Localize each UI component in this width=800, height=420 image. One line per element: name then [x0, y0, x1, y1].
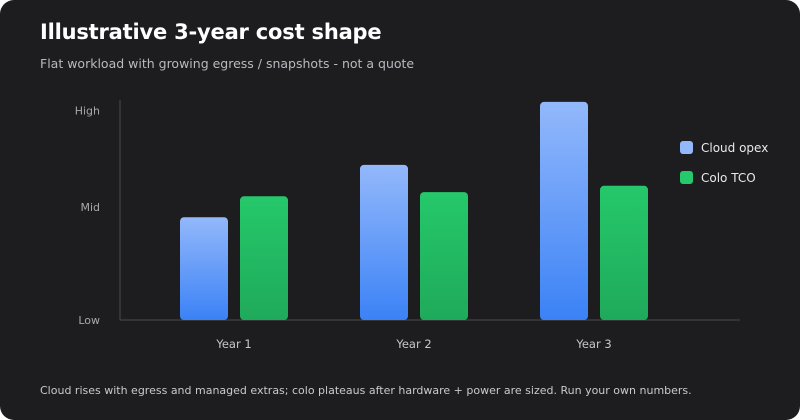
legend: Cloud opex Colo TCO [680, 141, 768, 185]
y-tick-label: Mid [80, 201, 100, 214]
legend-swatch [680, 141, 693, 154]
bar-cloud-opex-year-2 [360, 164, 408, 320]
y-tick-label: Low [78, 314, 100, 327]
bar-series [180, 101, 648, 320]
bar-cloud-opex-year-1 [180, 217, 228, 320]
bar-cloud-opex-year-3 [540, 101, 588, 320]
legend-swatch [680, 171, 693, 184]
legend-label: Cloud opex [701, 141, 768, 155]
x-tick-label: Year 1 [215, 337, 251, 351]
legend-label: Colo TCO [701, 171, 756, 185]
bar-colo-tco-year-1 [240, 196, 288, 320]
bar-colo-tco-year-2 [420, 192, 468, 320]
x-tick-label: Year 3 [575, 337, 611, 351]
x-tick-label: Year 2 [395, 337, 431, 351]
chart-subtitle: Flat workload with growing egress / snap… [40, 56, 415, 71]
chart-footnote: Cloud rises with egress and managed extr… [40, 384, 692, 397]
y-tick-label: High [75, 104, 100, 117]
y-axis-ticks: Low Mid High [75, 104, 100, 327]
bar-colo-tco-year-3 [600, 185, 648, 320]
chart-title: Illustrative 3-year cost shape [40, 20, 382, 44]
x-axis-labels: Year 1 Year 2 Year 3 [215, 337, 611, 351]
